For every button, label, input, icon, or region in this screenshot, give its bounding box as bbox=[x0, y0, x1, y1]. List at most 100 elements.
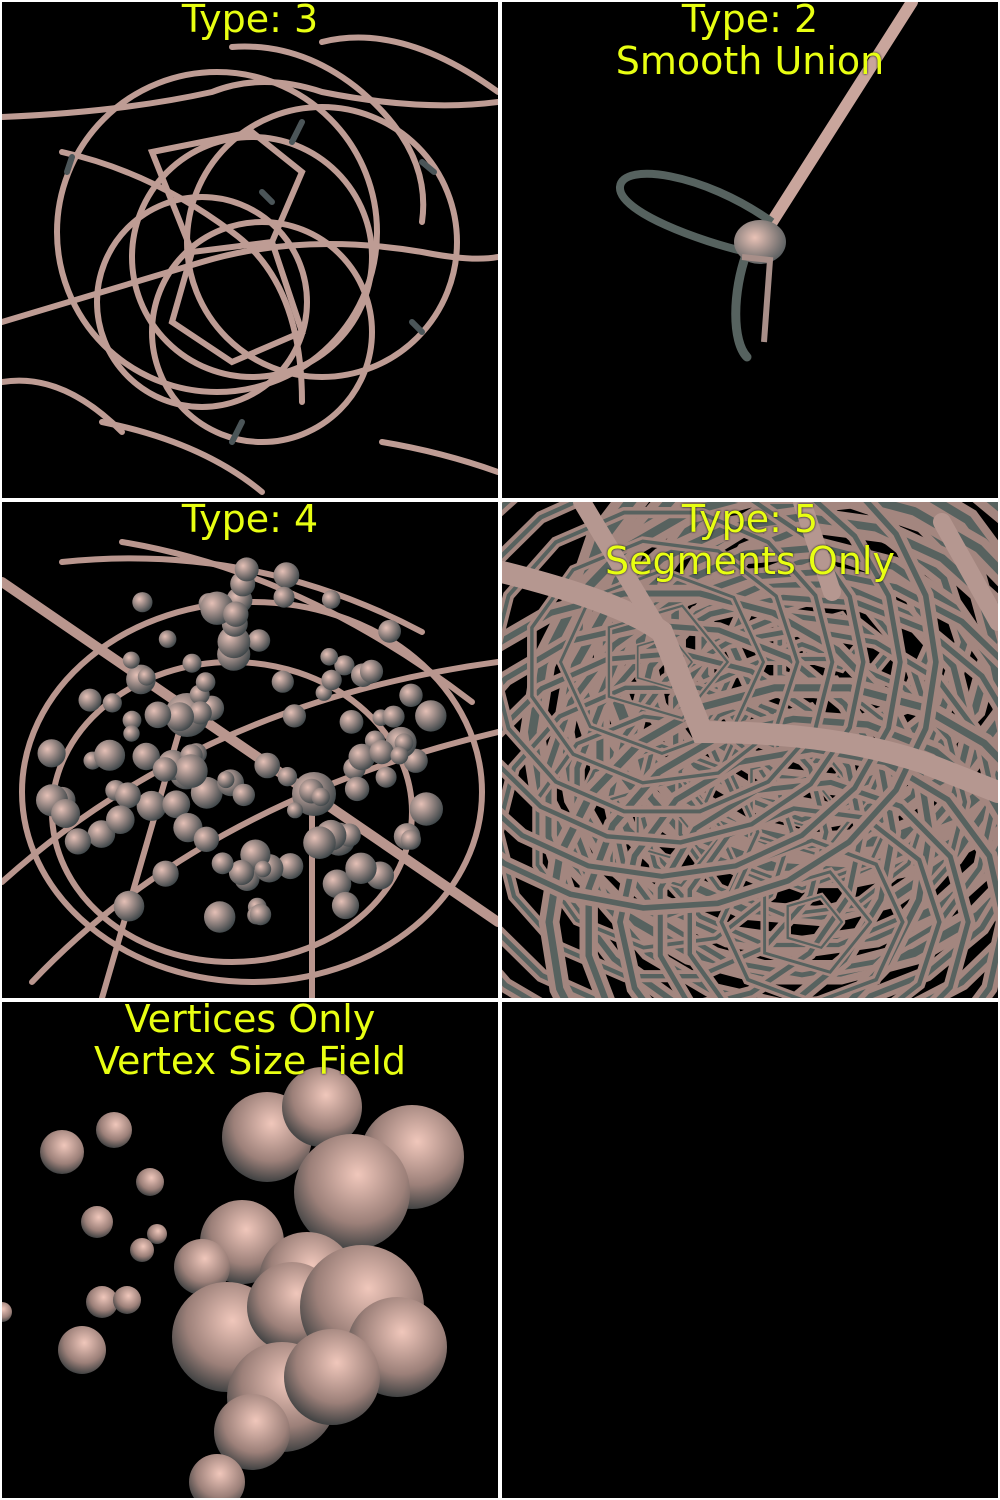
sphere-node bbox=[211, 852, 234, 875]
sphere-node bbox=[78, 688, 102, 712]
sphere-node bbox=[37, 739, 66, 768]
vertex-sphere bbox=[294, 1134, 410, 1250]
sphere-node bbox=[234, 557, 259, 582]
render-panel-empty bbox=[502, 1002, 998, 1498]
render-panel-type-4: Type: 4 bbox=[2, 502, 498, 998]
sphere-node bbox=[132, 742, 160, 771]
sphere-node bbox=[232, 783, 255, 807]
sphere-node bbox=[152, 860, 179, 887]
sphere-node bbox=[303, 826, 336, 859]
sphere-nodes bbox=[36, 557, 447, 933]
vertex-sphere bbox=[282, 1067, 362, 1147]
sphere-node bbox=[136, 790, 167, 821]
sphere-node bbox=[122, 651, 140, 669]
segment-lattice bbox=[502, 502, 998, 998]
render-panel-type-5: Type: 5 Segments Only bbox=[502, 502, 998, 998]
sphere-node bbox=[132, 592, 153, 613]
sphere-node bbox=[247, 629, 271, 652]
sphere-node bbox=[390, 746, 409, 765]
sphere-node bbox=[51, 799, 81, 828]
sphere-node bbox=[123, 725, 140, 742]
vertex-sphere bbox=[214, 1394, 290, 1470]
sphere-node bbox=[217, 771, 235, 789]
render-panel-vertices-only: Vertices Only Vertex Size Field bbox=[2, 1002, 498, 1498]
thick-segment-lattice-render bbox=[502, 502, 998, 998]
vertex-sphere bbox=[86, 1286, 118, 1318]
vertex-sphere bbox=[147, 1224, 167, 1244]
sphere-node bbox=[162, 790, 191, 819]
vertex-sphere bbox=[284, 1329, 380, 1425]
vertex-sphere bbox=[81, 1206, 113, 1238]
vertex-sphere bbox=[113, 1286, 141, 1314]
sphere-node bbox=[375, 766, 397, 788]
segment-ring-shade bbox=[545, 684, 998, 998]
sphere-node bbox=[188, 701, 212, 725]
sphere-node bbox=[344, 776, 370, 802]
sphere-node bbox=[223, 601, 249, 627]
sphere-node bbox=[321, 590, 341, 609]
sphere-node bbox=[137, 668, 156, 686]
render-panel-type-2: Type: 2 Smooth Union bbox=[502, 2, 998, 498]
sphere-node bbox=[321, 669, 342, 691]
segment-ring-shade bbox=[502, 502, 903, 879]
vertex-sphere bbox=[130, 1238, 154, 1262]
segment-arc bbox=[502, 561, 998, 803]
segment-ring-shade bbox=[763, 870, 873, 974]
segment-ring-shade bbox=[502, 510, 835, 814]
sphere-node bbox=[320, 648, 339, 666]
sphere-node bbox=[102, 693, 122, 713]
sphere-node bbox=[271, 670, 294, 693]
sphere-node bbox=[94, 739, 126, 771]
sphere-node bbox=[182, 653, 202, 673]
sphere-node bbox=[195, 672, 216, 692]
segment-arc bbox=[573, 502, 998, 661]
sphere-node bbox=[165, 702, 195, 732]
sphere-node bbox=[122, 710, 142, 730]
sphere-node bbox=[174, 754, 208, 788]
sphere-node bbox=[378, 619, 401, 643]
segment-ring-shade bbox=[502, 502, 866, 845]
sphere-node bbox=[399, 683, 423, 707]
sphere-node bbox=[144, 701, 172, 729]
sphere-node bbox=[345, 852, 377, 884]
segment-ring-shade bbox=[502, 502, 939, 911]
sphere-node bbox=[339, 710, 364, 734]
segment-ring-shade bbox=[502, 621, 897, 998]
smooth-union-tripod-render bbox=[616, 2, 918, 362]
sphere-node bbox=[277, 767, 298, 787]
sphere-node bbox=[273, 562, 300, 589]
segment-ring-shade bbox=[502, 590, 933, 998]
vertex-sphere bbox=[2, 1302, 12, 1322]
sphere-node bbox=[249, 903, 272, 926]
vertex-sphere bbox=[189, 1454, 245, 1498]
vertex-spheres bbox=[2, 1067, 464, 1498]
sphere-node bbox=[193, 826, 220, 852]
sphere-node bbox=[273, 586, 295, 608]
vertex-sphere bbox=[174, 1239, 230, 1295]
thin-tube-lattice-render bbox=[2, 34, 498, 495]
sphere-node bbox=[254, 860, 272, 878]
sphere-node bbox=[115, 782, 141, 809]
vertex-sphere bbox=[40, 1130, 84, 1174]
sphere-node bbox=[322, 869, 352, 899]
sphere-node bbox=[106, 805, 135, 834]
sphere-node bbox=[331, 891, 360, 920]
sphere-node bbox=[382, 705, 405, 728]
sphere-node bbox=[282, 704, 306, 728]
sphere-node bbox=[113, 890, 145, 922]
sphere-node bbox=[152, 757, 178, 782]
sphere-node bbox=[409, 792, 443, 826]
sphere-node bbox=[311, 787, 330, 807]
sphere-node bbox=[254, 752, 280, 779]
sphere-node bbox=[359, 659, 384, 683]
sphere-node bbox=[277, 853, 304, 880]
sphere-node bbox=[228, 859, 255, 886]
sphere-node bbox=[369, 740, 394, 765]
segment-ring-shade bbox=[530, 539, 800, 785]
sphere-cluster-render bbox=[2, 1067, 464, 1498]
vertex-sphere bbox=[96, 1112, 132, 1148]
tubes-with-spheres-render bbox=[2, 539, 498, 998]
segment-ring-shade bbox=[719, 838, 905, 998]
sphere-node bbox=[64, 828, 91, 855]
sphere-node bbox=[334, 655, 355, 676]
